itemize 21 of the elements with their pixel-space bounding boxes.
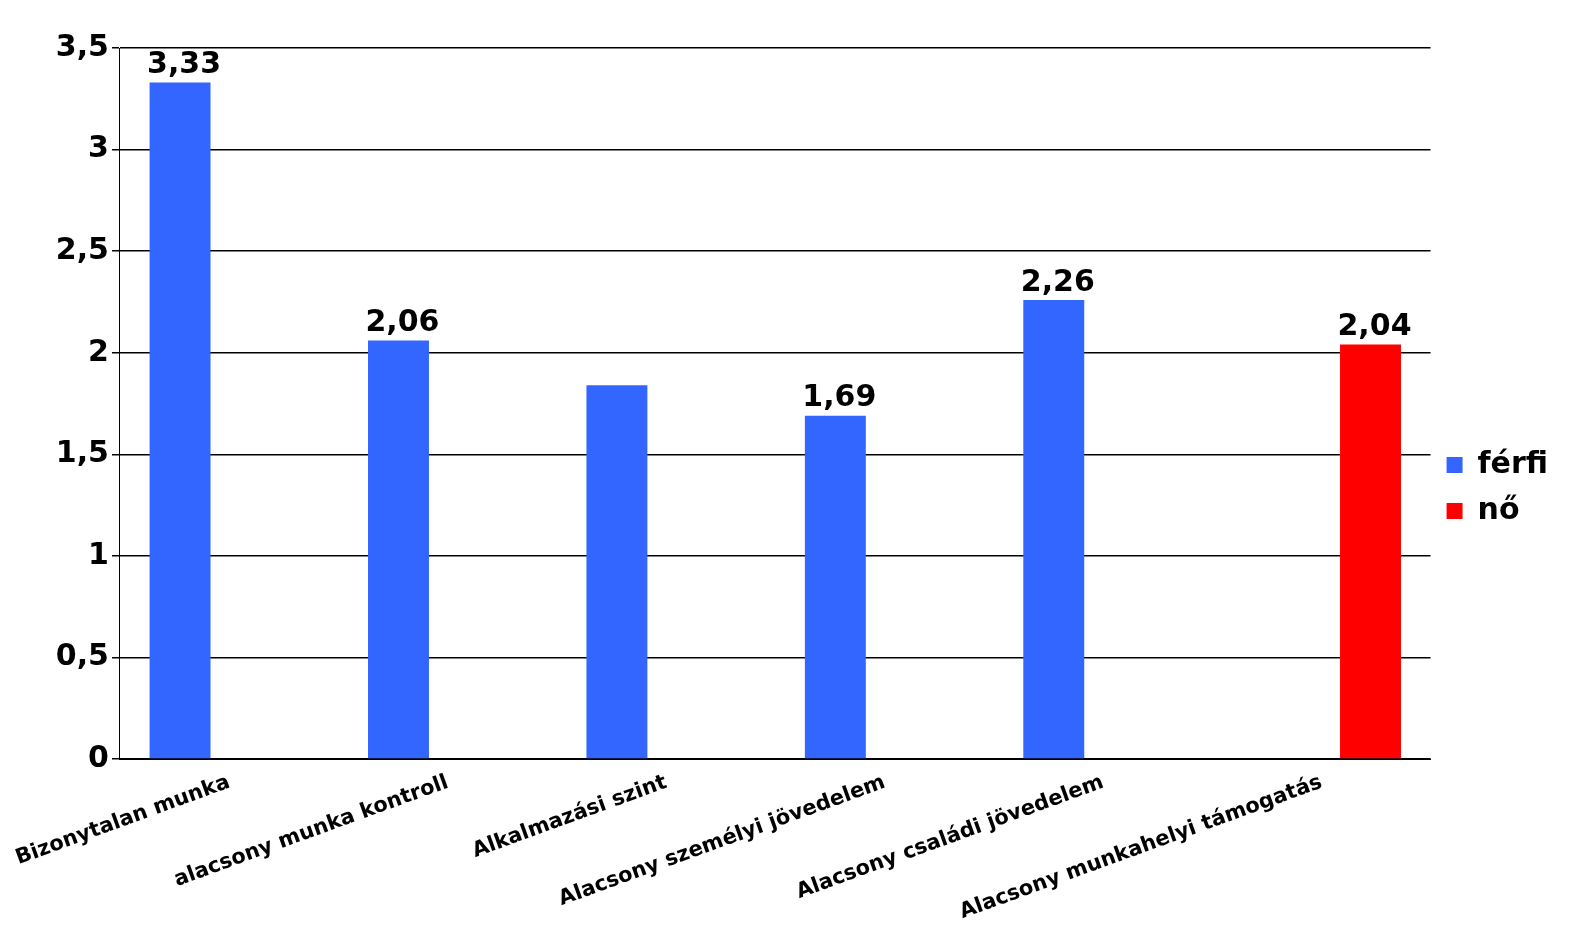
data-label: 1,69: [802, 378, 877, 414]
y-tick-label: 3: [88, 129, 109, 165]
y-tick-label: 0,5: [55, 637, 109, 673]
bar: [149, 82, 211, 759]
bar: [368, 340, 429, 759]
y-tick-label: 1: [88, 535, 109, 571]
bar: [1023, 299, 1085, 759]
y-tick-label: 3,5: [55, 27, 109, 63]
bar: [1340, 344, 1401, 759]
bar: [804, 415, 866, 759]
legend-label: nő: [1477, 490, 1520, 526]
y-tick-label: 1,5: [55, 434, 109, 470]
y-tick-label: 2,5: [55, 230, 109, 266]
data-label: 3,33: [147, 45, 222, 81]
bar: [586, 385, 648, 759]
y-tick-label: 0: [88, 738, 109, 774]
data-label: 2,26: [1020, 262, 1095, 298]
data-label: 2,04: [1337, 307, 1412, 343]
legend-label: férfi: [1477, 444, 1549, 480]
y-tick-label: 2: [88, 332, 109, 368]
data-label: 2,06: [365, 303, 440, 339]
